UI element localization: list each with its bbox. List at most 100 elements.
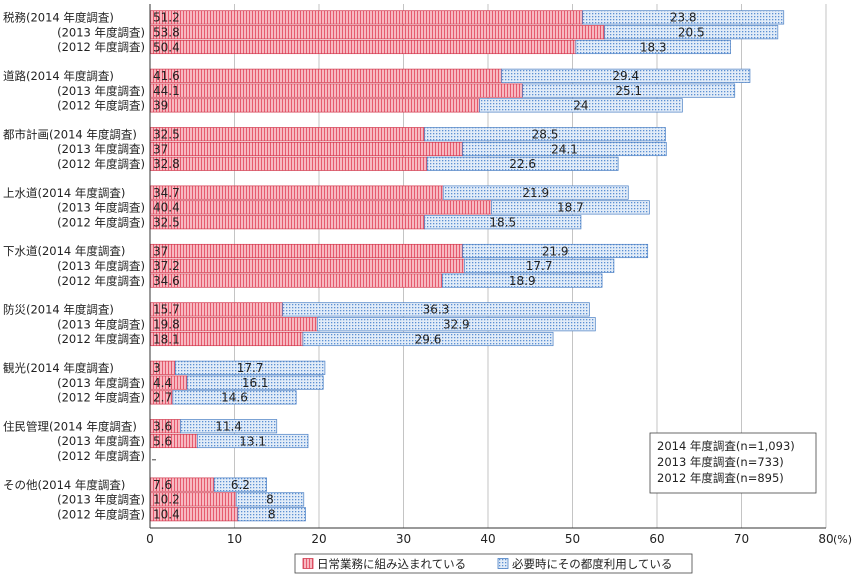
category-name: 防災 [3, 303, 26, 317]
x-tick-label: 20 [311, 532, 326, 546]
legend-swatch-as-needed [497, 558, 509, 569]
data-label: 37.2 [153, 259, 180, 273]
survey-year-label: (2013 年度調査) [57, 84, 145, 98]
bar-segment-daily [149, 98, 480, 113]
category-name: 住民管理 [3, 419, 49, 433]
data-label: 16.1 [242, 376, 269, 390]
bar-segment-as-needed [235, 492, 305, 507]
bar-segment-as-needed [213, 477, 267, 492]
survey-year-label: (2014 年度調査) [26, 11, 114, 25]
data-label: 29.4 [612, 69, 639, 83]
data-label: 32.8 [153, 157, 180, 171]
category-label: 税務(2014 年度調査) [3, 11, 114, 25]
bar-segment-as-needed [172, 390, 297, 405]
sample-size-note: 2014 年度調査(n=1,093) [657, 439, 795, 453]
bar-segment-daily [149, 273, 443, 288]
survey-year-label: (2013 年度調査) [57, 259, 145, 273]
category-label: 上水道(2014 年度調査) [3, 186, 125, 200]
data-label: 4.4 [153, 376, 172, 390]
data-label: 18.9 [509, 274, 536, 288]
sample-size-note: 2012 年度調査(n=895) [657, 471, 784, 485]
bar-segment-as-needed [479, 98, 683, 113]
data-label: 18.3 [640, 40, 667, 54]
data-label: 3.6 [153, 420, 172, 434]
category-label: 都市計画(2014 年度調査) [3, 127, 137, 141]
data-label: 21.9 [522, 186, 549, 200]
survey-year-label: (2012 年度調査) [57, 391, 145, 405]
x-tick-label: 30 [396, 532, 411, 546]
legend-swatch-daily [302, 558, 314, 569]
survey-year-label: (2014 年度調査) [26, 69, 114, 83]
data-label: 29.6 [415, 332, 442, 346]
survey-year-label: (2014 年度調査) [49, 127, 137, 141]
bar-segment-as-needed [302, 331, 554, 347]
bar-segment-daily [149, 243, 463, 259]
survey-year-label: (2013 年度調査) [57, 142, 145, 156]
data-label: 44.1 [153, 84, 180, 98]
x-unit-label: (%) [833, 533, 852, 546]
data-label: 51.2 [153, 11, 180, 25]
category-name: 道路 [3, 69, 26, 83]
survey-year-label: (2012 年度調査) [57, 274, 145, 288]
data-label: 18.7 [557, 201, 584, 215]
data-label: 36.3 [423, 303, 450, 317]
data-label: 37 [153, 142, 168, 156]
bar-segment-as-needed [462, 243, 649, 259]
data-label: 19.8 [153, 318, 180, 332]
data-label: 25.1 [615, 84, 642, 98]
data-label: 32.5 [153, 128, 180, 142]
data-label: 7.6 [153, 478, 172, 492]
category-label: 防災(2014 年度調査) [3, 303, 114, 317]
bar-segment-as-needed [442, 185, 629, 200]
category-name: 上水道 [3, 186, 38, 200]
x-tick-label: 50 [565, 532, 580, 546]
data-label: 21.9 [542, 244, 569, 258]
data-label: 53.8 [153, 26, 180, 40]
bar-segment-daily [149, 185, 444, 200]
category-label: 観光(2014 年度調査) [3, 361, 114, 375]
category-name: 観光 [3, 361, 26, 375]
category-name: 都市計画 [3, 127, 49, 141]
legend-label: 日常業務に組み込まれている [317, 557, 466, 571]
data-label: 34.6 [153, 274, 180, 288]
data-label: 40.4 [153, 201, 180, 215]
bar-segment-as-needed [316, 317, 596, 332]
survey-year-label: (2013 年度調査) [57, 25, 145, 39]
x-tick-label: 10 [227, 532, 242, 546]
bar-segment-as-needed [282, 302, 590, 317]
survey-year-label: (2013 年度調査) [57, 493, 145, 507]
survey-year-label: (2014 年度調査) [49, 419, 137, 433]
data-label: 14.6 [221, 391, 248, 405]
category-label: その他(2014 年度調査) [3, 478, 125, 492]
x-tick-label: 40 [480, 532, 495, 546]
bar-segment-daily [149, 68, 502, 83]
survey-year-label: (2014 年度調査) [26, 361, 114, 375]
x-tick-label: 70 [734, 532, 749, 546]
data-label: 22.6 [509, 157, 536, 171]
bar-segment-as-needed [424, 215, 582, 230]
bar-segment-as-needed [442, 273, 603, 288]
bar-segment-as-needed [424, 127, 666, 142]
data-label: 6.2 [231, 478, 250, 492]
data-label: 17.7 [526, 259, 553, 273]
bar-segment-as-needed [462, 141, 667, 157]
category-label: 下水道(2014 年度調査) [3, 244, 125, 258]
bar-segment-daily [149, 215, 425, 230]
sample-size-note: 2013 年度調査(n=733) [657, 455, 784, 469]
survey-year-label: (2012 年度調査) [57, 332, 145, 346]
bar-segment-as-needed [463, 258, 615, 273]
legend-box [294, 553, 693, 574]
data-label: 11.4 [215, 420, 242, 434]
category-label: 住民管理(2014 年度調査) [3, 419, 137, 433]
survey-year-label: (2012 年度調査) [57, 215, 145, 229]
survey-year-label: (2014 年度調査) [38, 478, 126, 492]
survey-year-label: (2013 年度調査) [57, 376, 145, 390]
data-label: 10.4 [153, 508, 180, 522]
bar-segment-daily [149, 83, 523, 98]
data-label: 24.1 [551, 142, 578, 156]
data-label: 5.6 [153, 434, 172, 448]
data-label: 50.4 [153, 40, 180, 54]
survey-year-label: (2012 年度調査) [57, 449, 145, 463]
bar-segment-as-needed [501, 68, 751, 83]
